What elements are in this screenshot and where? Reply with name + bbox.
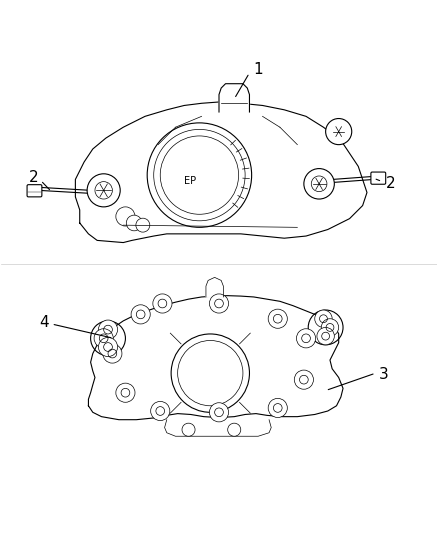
Circle shape (99, 320, 117, 339)
Polygon shape (88, 296, 343, 419)
Polygon shape (206, 277, 223, 297)
Circle shape (94, 329, 113, 348)
Text: 4: 4 (39, 314, 49, 330)
Circle shape (268, 309, 287, 328)
Circle shape (304, 168, 334, 199)
Circle shape (325, 118, 352, 144)
Circle shape (297, 329, 316, 348)
Circle shape (209, 294, 229, 313)
Circle shape (87, 174, 120, 207)
Circle shape (228, 423, 241, 436)
Circle shape (126, 215, 142, 231)
Circle shape (171, 334, 250, 413)
Circle shape (321, 319, 339, 336)
Circle shape (294, 370, 314, 389)
Text: 3: 3 (378, 367, 389, 382)
Circle shape (315, 310, 332, 327)
Circle shape (153, 294, 172, 313)
Circle shape (317, 327, 334, 345)
Polygon shape (165, 419, 271, 436)
Circle shape (268, 398, 287, 417)
Circle shape (116, 207, 135, 226)
FancyBboxPatch shape (27, 184, 42, 197)
Circle shape (103, 344, 122, 363)
Circle shape (151, 401, 170, 421)
Polygon shape (219, 84, 250, 112)
FancyBboxPatch shape (371, 172, 386, 184)
Circle shape (209, 403, 229, 422)
Text: 2: 2 (386, 176, 396, 191)
Text: EP: EP (184, 176, 196, 186)
Text: 1: 1 (253, 62, 263, 77)
Circle shape (182, 423, 195, 436)
Text: 2: 2 (29, 170, 39, 185)
Polygon shape (75, 102, 367, 243)
Circle shape (131, 305, 150, 324)
Circle shape (116, 383, 135, 402)
Circle shape (99, 337, 117, 357)
Circle shape (136, 218, 150, 232)
